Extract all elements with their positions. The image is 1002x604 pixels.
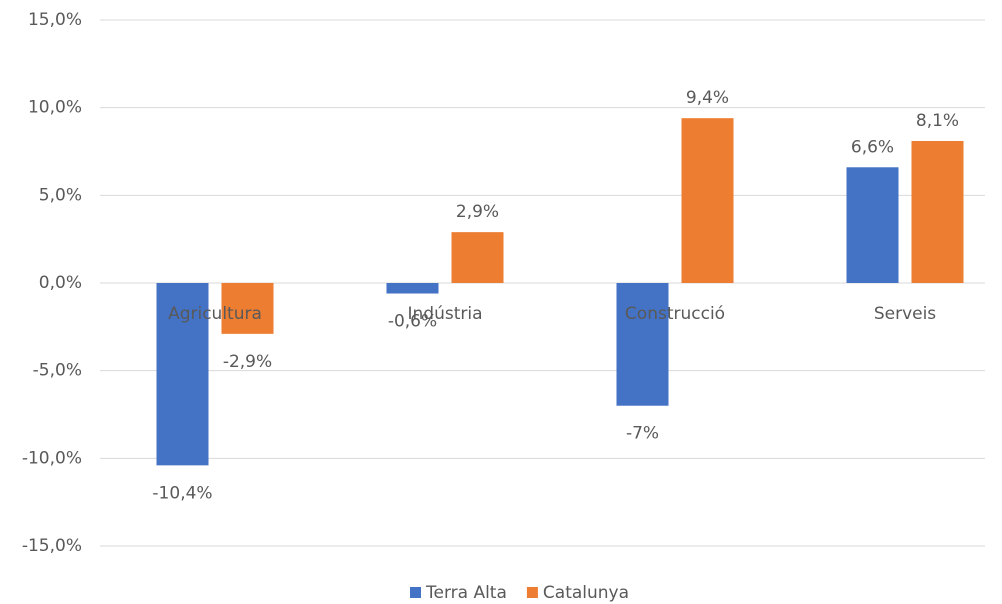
bar [616, 283, 669, 406]
legend-label: Catalunya [543, 583, 629, 603]
data-label: -0,6% [388, 312, 437, 332]
data-label: -7% [626, 424, 659, 444]
y-tick-label: 5,0% [39, 185, 82, 205]
legend-label: Terra Alta [425, 583, 507, 603]
y-tick-label: 10,0% [28, 98, 82, 118]
bar [386, 283, 439, 294]
bar [156, 283, 209, 466]
bar [846, 167, 899, 283]
y-tick-label: -10,0% [22, 448, 82, 468]
x-tick-label: Construcció [625, 304, 725, 324]
y-tick-label: -5,0% [33, 361, 82, 381]
legend-swatch [526, 587, 538, 598]
data-label: 6,6% [851, 137, 894, 157]
y-tick-label: -15,0% [22, 536, 82, 556]
y-tick-label: 0,0% [39, 273, 82, 293]
data-label: 2,9% [456, 202, 499, 222]
legend-swatch [410, 587, 421, 598]
data-label: -2,9% [223, 352, 272, 372]
bar [451, 232, 504, 283]
bar [911, 140, 964, 283]
x-tick-label: Indústria [407, 304, 482, 324]
data-label: -10,4% [152, 483, 212, 503]
bar [681, 118, 734, 283]
data-label: 9,4% [686, 88, 729, 108]
data-label: 8,1% [916, 111, 959, 131]
bar [221, 283, 274, 334]
y-tick-label: 15,0% [28, 10, 82, 30]
x-tick-label: Serveis [874, 304, 936, 324]
x-tick-label: Agricultura [168, 304, 262, 324]
